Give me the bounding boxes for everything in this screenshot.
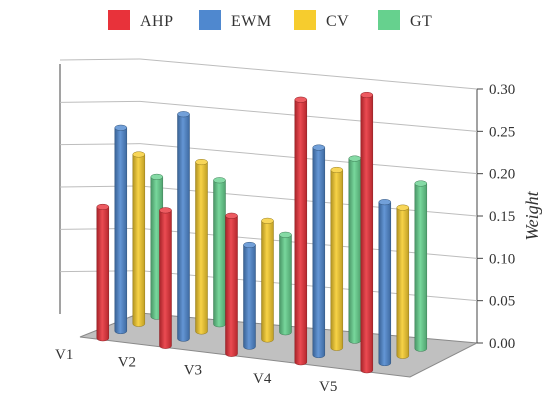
- bar-top: [114, 124, 128, 131]
- bar-body: [159, 210, 172, 349]
- bar-v4-gt: [348, 155, 362, 344]
- bar-v5-gt: [414, 180, 428, 352]
- bar-v3-cv: [261, 217, 274, 343]
- legend-label-cv: CV: [326, 13, 349, 30]
- bar-body: [414, 183, 428, 352]
- bar-top: [414, 180, 428, 187]
- bar-v2-gt: [213, 177, 226, 328]
- bar-v2-cv: [195, 159, 208, 335]
- bar-top: [132, 151, 146, 158]
- bar-v5-ewm: [378, 199, 392, 367]
- gridline-back-4: [139, 143, 478, 175]
- y-tick-label: 0.25: [489, 124, 515, 140]
- gridline-left-5: [59, 100, 141, 103]
- y-tick-label: 0.30: [489, 82, 515, 98]
- y-axis-title: Weight: [522, 190, 542, 240]
- gridline-back-6: [139, 58, 478, 90]
- bar-body: [330, 169, 344, 351]
- legend-label-ewm: EWM: [231, 13, 272, 30]
- x-category-label: V5: [319, 379, 337, 395]
- bar-v3-ahp: [225, 212, 238, 357]
- bar-body: [279, 234, 292, 336]
- gridline-left-4: [59, 143, 141, 146]
- bar-v4-cv: [330, 166, 344, 351]
- gridline-left-3: [59, 185, 141, 188]
- bar-v2-ewm: [177, 111, 190, 342]
- bar-v5-ahp: [360, 91, 374, 374]
- bar-body: [360, 94, 374, 374]
- bar-body: [195, 161, 208, 335]
- bar-top: [312, 144, 326, 151]
- y-tick-label: 0.05: [489, 294, 515, 310]
- bar-top: [348, 155, 362, 162]
- bar-body: [348, 158, 362, 344]
- bar-top: [150, 173, 164, 180]
- gridline-left-6: [59, 58, 141, 61]
- bar-body: [243, 244, 256, 350]
- y-tick-label: 0.20: [489, 167, 515, 183]
- bar-v1-ewm: [114, 124, 128, 335]
- bar-body: [177, 113, 190, 342]
- bar-body: [114, 127, 128, 335]
- legend-swatch-ewm: [199, 10, 221, 30]
- bar-body: [312, 147, 326, 359]
- bar-top: [360, 91, 374, 99]
- bar-body: [96, 206, 110, 342]
- bar-v4-ewm: [312, 144, 326, 359]
- x-category-label: V4: [253, 371, 272, 387]
- bar-v3-gt: [279, 231, 292, 336]
- bar-v5-cv: [396, 204, 410, 359]
- y-axis: 0.00 0.05 0.10 0.15 0.20 0.25 0.30: [477, 82, 515, 352]
- legend: AHP EWM CV GT: [108, 10, 432, 30]
- bar-top: [279, 231, 292, 238]
- bar-top: [96, 203, 110, 211]
- bar-top: [330, 166, 344, 174]
- legend-swatch-gt: [378, 10, 400, 30]
- bar-top: [177, 111, 190, 118]
- bar-top: [396, 204, 410, 211]
- bar-top: [243, 241, 256, 249]
- legend-swatch-cv: [294, 10, 316, 30]
- legend-label-gt: GT: [410, 13, 432, 30]
- gridline-back-5: [139, 100, 478, 132]
- bar-body: [396, 207, 410, 359]
- bar-top: [261, 217, 274, 224]
- bar-v1-ahp: [96, 203, 110, 342]
- x-axis: V1 V2 V3 V4 V5: [55, 347, 337, 395]
- bar-body: [132, 154, 146, 327]
- bar-body: [225, 215, 238, 357]
- bar-v3-ewm: [243, 241, 256, 350]
- legend-label-ahp: AHP: [140, 13, 174, 30]
- bar-v1-cv: [132, 151, 146, 327]
- bar-top: [378, 199, 392, 206]
- bar-top: [294, 96, 308, 103]
- y-tick-label: 0.10: [489, 251, 515, 267]
- bar-top: [213, 177, 226, 184]
- y-tick-label: 0.15: [489, 209, 515, 225]
- x-category-label: V1: [55, 347, 73, 363]
- bar-v4-ahp: [294, 96, 308, 366]
- bar-top: [225, 212, 238, 219]
- x-category-label: V2: [118, 355, 136, 371]
- bar-body: [261, 220, 274, 343]
- bar-top: [159, 207, 172, 214]
- bar-top: [195, 159, 208, 166]
- bars: [96, 91, 428, 374]
- bar-body: [213, 180, 226, 328]
- legend-swatch-ahp: [108, 10, 130, 30]
- y-tick-label: 0.00: [489, 336, 515, 352]
- bar-body: [294, 99, 308, 366]
- bar-body: [378, 201, 392, 367]
- x-category-label: V3: [184, 363, 202, 379]
- bar-v2-ahp: [159, 207, 172, 349]
